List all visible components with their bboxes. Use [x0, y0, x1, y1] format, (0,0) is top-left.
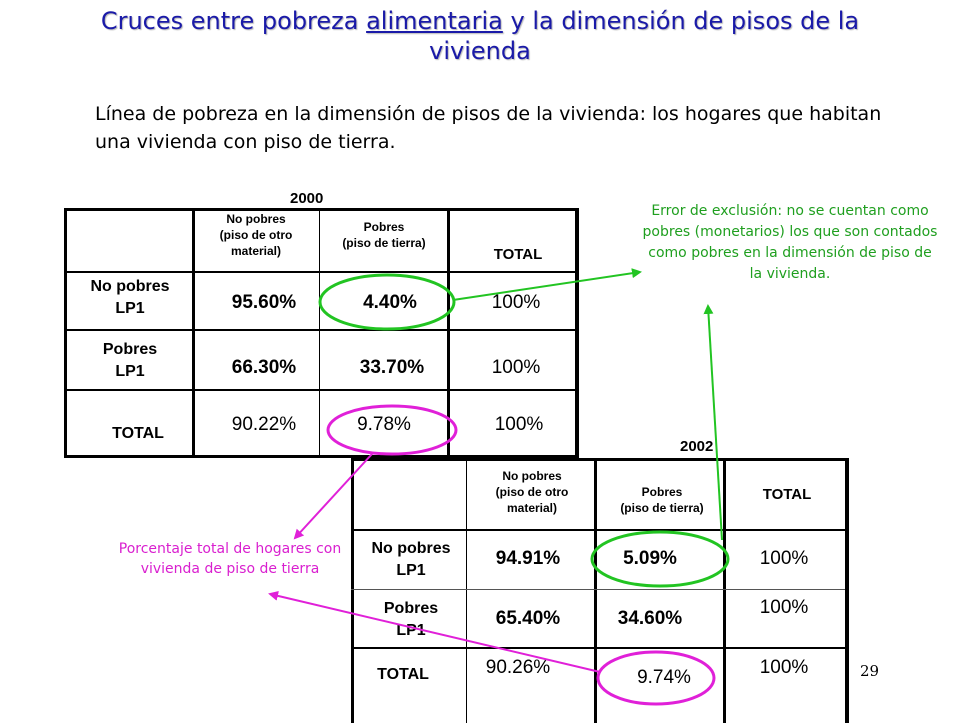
table-2000-cell: 90.22%: [231, 414, 297, 435]
table-2000-cell: 100%: [491, 357, 541, 378]
table-2000-header-pobres: Pobres (piso de tierra): [342, 220, 426, 250]
table-2000-year: 2000: [290, 190, 324, 207]
table-2002-cell: 100%: [759, 548, 809, 569]
table-2000-row-label: TOTAL: [112, 425, 164, 442]
magenta-arrow-2002: [268, 590, 601, 673]
table-2000-cell: 95.60%: [231, 292, 297, 313]
title-underlined-word: alimentaria: [366, 7, 503, 35]
green-arrow-2002: [703, 304, 723, 541]
table-2002-year: 2002: [680, 438, 714, 455]
table-2002-row-label: No pobres LP1: [371, 540, 451, 579]
table-2002-cell: 9.74%: [637, 667, 691, 688]
table-2002: [351, 458, 849, 723]
magenta-arrow-2000: [293, 453, 373, 540]
table-2002-header-pobres: Pobres (piso de tierra): [620, 485, 704, 515]
table-2000-cell: 4.40%: [363, 292, 417, 313]
table-2000-cell: 100%: [491, 292, 541, 313]
page-number: 29: [860, 662, 880, 680]
total-percentage-note: Porcentaje total de hogares con vivienda…: [118, 541, 342, 577]
exclusion-error-note: Error de exclusión: no se cuentan como p…: [642, 203, 938, 282]
table-2000-header-no-pobres: No pobres (piso de otro material): [219, 212, 293, 258]
highlight-ellipse-2002-pobres: [590, 530, 730, 588]
table-2000-cell: 33.70%: [359, 357, 425, 378]
table-2002-cell: 100%: [759, 597, 809, 618]
table-2000-row-label: Pobres LP1: [102, 341, 158, 380]
table-2000-header-total: TOTAL: [493, 246, 543, 263]
table-2002-cell: 100%: [759, 657, 809, 678]
table-2002-cell: 94.91%: [495, 548, 561, 569]
table-2002-header-total: TOTAL: [762, 486, 812, 503]
green-arrow-2000: [452, 268, 642, 301]
table-2002-cell: 5.09%: [623, 548, 677, 569]
table-2000-cell: 66.30%: [231, 357, 297, 378]
table-2000-cell: 9.78%: [357, 414, 411, 435]
table-2002-row-label: TOTAL: [377, 666, 429, 683]
table-2002-header-no-pobres: No pobres (piso de otro material): [495, 469, 569, 515]
slide-subtitle: Línea de pobreza en la dimensión de piso…: [95, 103, 882, 153]
highlight-ellipse-2000-total: [326, 404, 458, 456]
table-2000: [64, 208, 579, 458]
table-2002-cell: 34.60%: [617, 608, 683, 629]
slide-title: Cruces entre pobreza alimentaria y la di…: [100, 7, 860, 65]
table-2000-row-label: No pobres LP1: [90, 278, 170, 317]
highlight-ellipse-2000-pobres: [318, 273, 456, 331]
table-2000-cell: 100%: [494, 414, 544, 435]
highlight-ellipse-2002-total: [596, 650, 716, 706]
table-2002-row-label: Pobres LP1: [383, 600, 439, 639]
table-2002-cell: 65.40%: [495, 608, 561, 629]
table-2002-cell: 90.26%: [485, 657, 551, 678]
